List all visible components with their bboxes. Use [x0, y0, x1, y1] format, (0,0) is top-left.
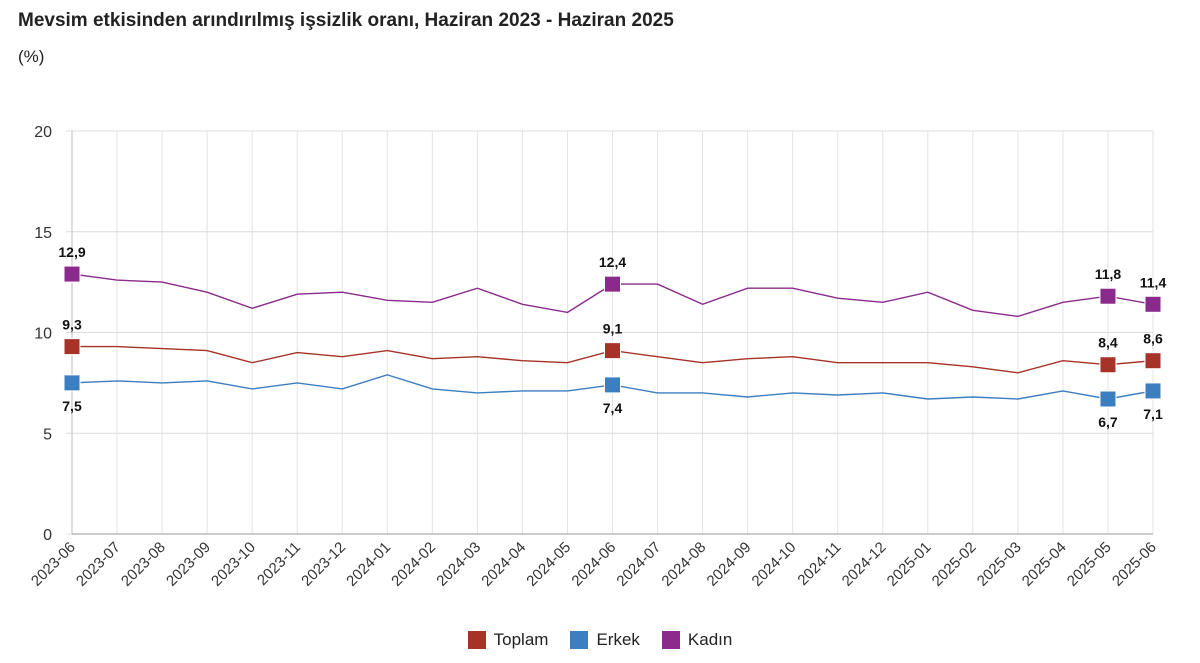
x-tick-label: 2023-09: [163, 539, 214, 590]
data-marker-erkek: [604, 376, 621, 394]
x-tick-label: 2023-12: [298, 539, 349, 590]
x-tick-label: 2024-03: [433, 539, 484, 590]
x-tick-label: 2024-02: [388, 539, 439, 590]
data-marker-toplam: [604, 342, 621, 360]
data-label-erkek: 7,5: [62, 398, 82, 414]
y-tick-label: 20: [34, 124, 52, 141]
legend-item-toplam[interactable]: Toplam: [467, 630, 549, 650]
y-tick-label: 10: [34, 326, 52, 343]
data-label-kadın: 12,4: [599, 254, 626, 270]
legend-swatch-kadin: [661, 631, 680, 649]
legend-label-erkek: Erkek: [596, 630, 640, 649]
x-tick-label: 2023-07: [73, 539, 124, 590]
chart-subtitle: (%): [18, 47, 45, 66]
x-tick-label: 2024-12: [839, 539, 890, 590]
data-label-toplam: 8,4: [1098, 335, 1118, 351]
x-tick-label: 2024-01: [343, 539, 394, 590]
x-tick-label: 2024-04: [478, 539, 529, 590]
x-tick-label: 2025-02: [929, 539, 980, 590]
x-tick-label: 2023-10: [208, 539, 259, 590]
legend-swatch-erkek: [570, 631, 589, 649]
data-label-toplam: 9,1: [603, 321, 623, 337]
chart-title: Mevsim etkisinden arındırılmış işsizlik …: [18, 10, 674, 31]
data-marker-toplam: [1144, 352, 1162, 370]
y-tick-label: 0: [43, 527, 52, 544]
data-label-erkek: 7,4: [603, 400, 623, 416]
x-tick-label: 2025-01: [884, 539, 935, 590]
chart-legend: Toplam Erkek Kadın: [0, 630, 1200, 650]
x-tick-label: 2025-04: [1019, 539, 1070, 590]
x-tick-label: 2024-11: [794, 539, 844, 589]
x-tick-label: 2024-09: [703, 539, 754, 590]
data-marker-erkek: [63, 374, 81, 392]
legend-item-erkek[interactable]: Erkek: [570, 630, 640, 650]
legend-label-kadin: Kadın: [687, 630, 733, 649]
data-label-erkek: 6,7: [1098, 414, 1118, 430]
x-tick-label: 2024-08: [658, 539, 709, 590]
data-label-toplam: 8,6: [1143, 331, 1163, 347]
data-marker-kadın: [63, 265, 81, 283]
x-tick-label: 2024-07: [613, 539, 664, 590]
data-label-toplam: 9,3: [62, 317, 82, 333]
legend-item-kadin[interactable]: Kadın: [661, 630, 733, 650]
data-label-kadın: 11,8: [1095, 266, 1122, 282]
data-marker-erkek: [1099, 390, 1117, 408]
x-tick-label: 2023-06: [28, 539, 79, 590]
legend-label-toplam: Toplam: [493, 630, 549, 649]
data-label-erkek: 7,1: [1143, 406, 1163, 422]
x-tick-label: 2024-06: [568, 539, 619, 590]
data-label-kadın: 11,4: [1140, 274, 1167, 290]
data-marker-kadın: [1144, 295, 1162, 313]
y-tick-label: 5: [43, 426, 52, 443]
data-marker-erkek: [1144, 382, 1162, 400]
data-marker-kadın: [1099, 287, 1117, 305]
x-tick-label: 2023-11: [254, 539, 304, 589]
x-tick-label: 2025-03: [974, 539, 1025, 590]
data-label-kadın: 12,9: [58, 244, 85, 260]
data-marker-toplam: [63, 338, 81, 356]
y-tick-label: 15: [34, 225, 52, 242]
x-tick-label: 2024-10: [749, 539, 800, 590]
x-tick-label: 2025-06: [1109, 539, 1160, 590]
data-marker-kadın: [604, 275, 621, 293]
data-marker-toplam: [1099, 356, 1117, 374]
x-tick-label: 2023-08: [118, 539, 169, 590]
x-tick-label: 2025-05: [1064, 539, 1115, 590]
legend-swatch-toplam: [467, 631, 486, 649]
x-tick-label: 2024-05: [523, 539, 574, 590]
